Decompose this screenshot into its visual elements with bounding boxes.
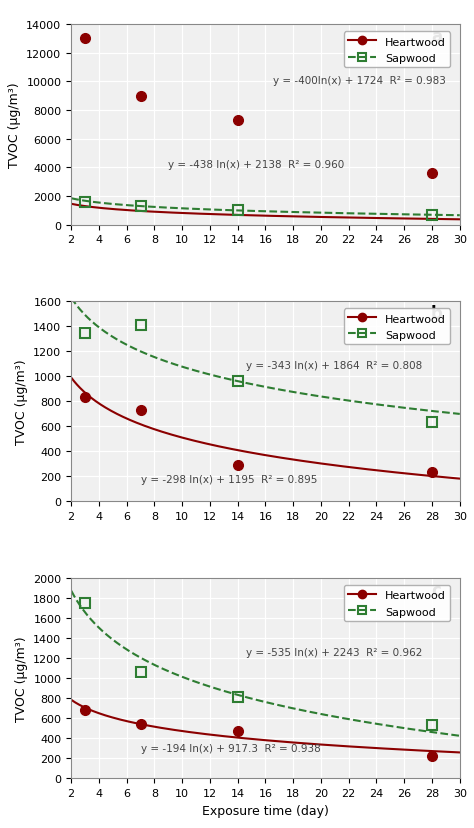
Text: c: c [431,581,441,599]
Y-axis label: TVOC (μg/m³): TVOC (μg/m³) [15,359,27,445]
Text: y = -400ln(x) + 1724  R² = 0.983: y = -400ln(x) + 1724 R² = 0.983 [273,76,446,86]
Y-axis label: TVOC (μg/m³): TVOC (μg/m³) [15,635,27,721]
Y-axis label: TVOC (μg/m³): TVOC (μg/m³) [8,82,21,168]
Legend: Heartwood, Sapwood: Heartwood, Sapwood [344,585,450,622]
Text: a: a [431,28,442,46]
X-axis label: Exposure time (day): Exposure time (day) [202,803,329,816]
Legend: Heartwood, Sapwood: Heartwood, Sapwood [344,309,450,345]
Text: b: b [430,305,442,322]
Text: y = -535 ln(x) + 2243  R² = 0.962: y = -535 ln(x) + 2243 R² = 0.962 [246,647,422,657]
Text: y = -194 ln(x) + 917.3  R² = 0.938: y = -194 ln(x) + 917.3 R² = 0.938 [141,744,321,753]
Text: y = -298 ln(x) + 1195  R² = 0.895: y = -298 ln(x) + 1195 R² = 0.895 [141,474,318,484]
Legend: Heartwood, Sapwood: Heartwood, Sapwood [344,32,450,69]
Text: y = -343 ln(x) + 1864  R² = 0.808: y = -343 ln(x) + 1864 R² = 0.808 [246,360,422,370]
Text: y = -438 ln(x) + 2138  R² = 0.960: y = -438 ln(x) + 2138 R² = 0.960 [168,160,345,170]
